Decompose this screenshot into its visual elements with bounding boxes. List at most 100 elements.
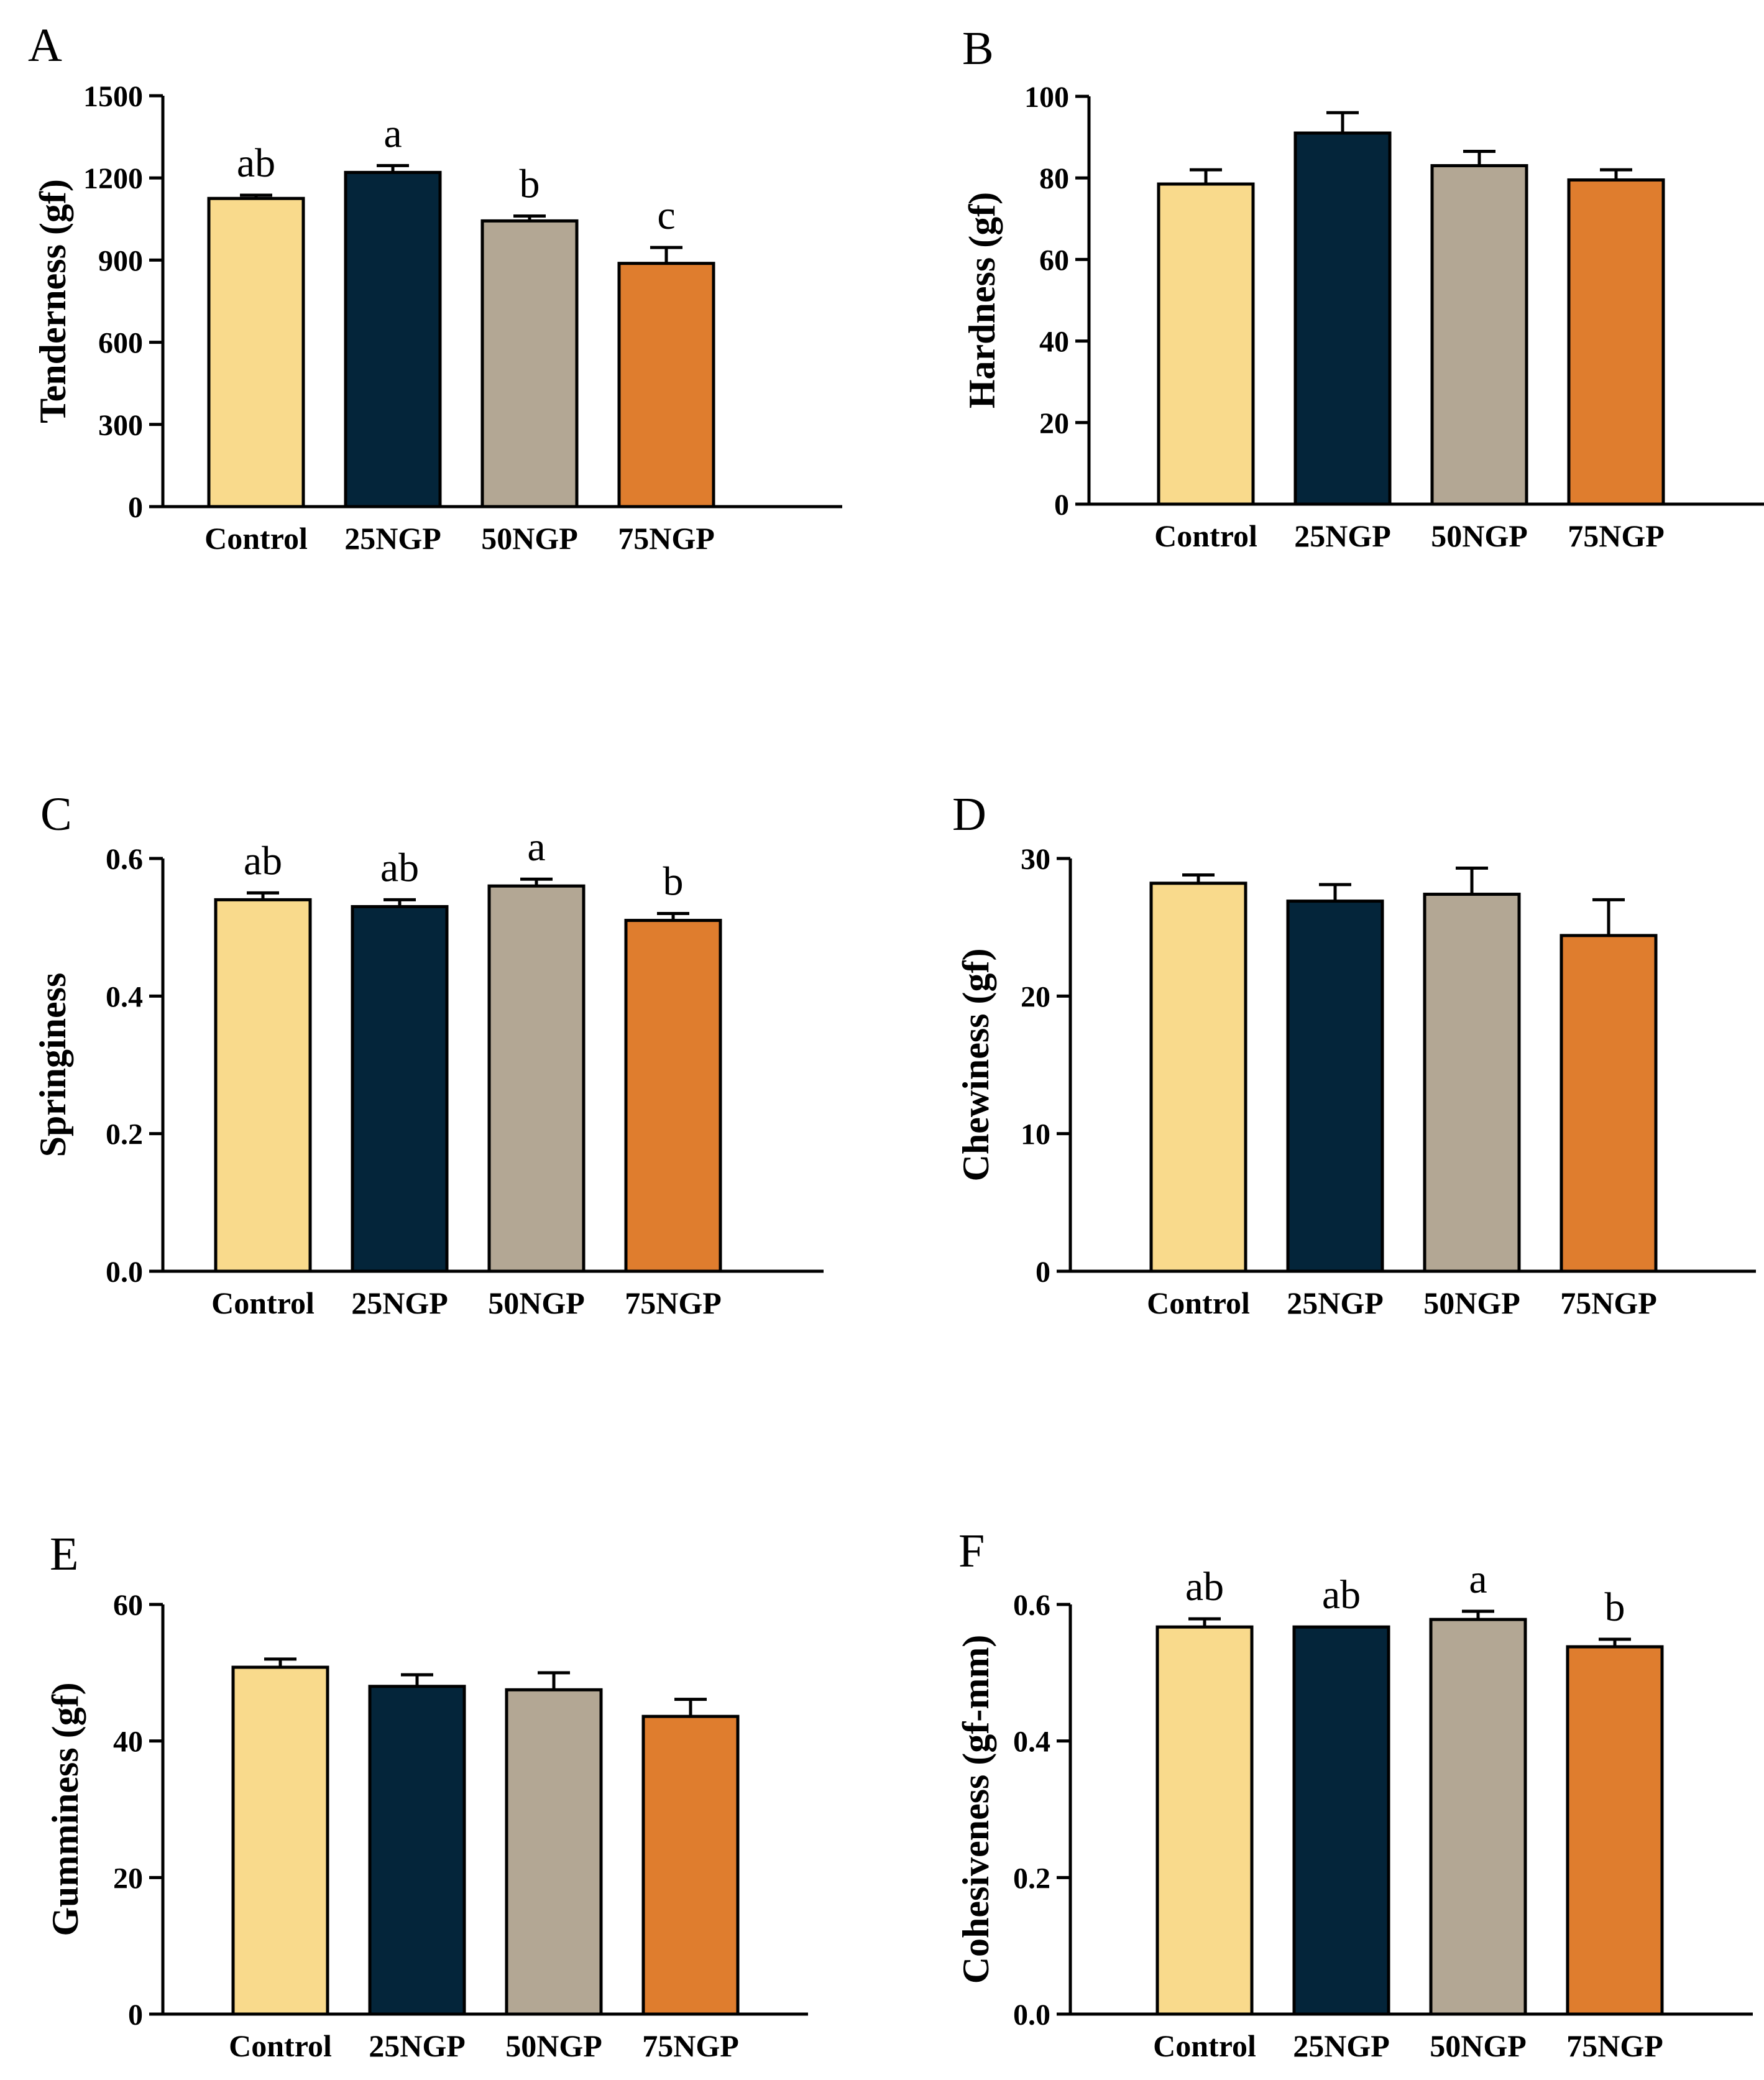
y-tick-label: 0.2 [1013, 1862, 1050, 1895]
y-tick-label: 0.2 [106, 1118, 143, 1151]
x-tick-label: 25NGP [1294, 518, 1391, 553]
x-tick-label: 50NGP [1423, 1286, 1520, 1320]
bar-control [1155, 1625, 1254, 2016]
x-tick-label: 50NGP [505, 2028, 602, 2063]
x-tick-label: 25NGP [369, 2028, 466, 2063]
bar-75ngp [1560, 934, 1658, 1273]
panel-letter: F [958, 1525, 985, 1577]
bar-control [1157, 182, 1255, 506]
y-tick-label: 1500 [83, 80, 143, 113]
y-axis-label: Hardness (gf) [962, 192, 1003, 408]
bar-75ngp [1567, 178, 1665, 506]
bar-50ngp [505, 1688, 603, 2016]
x-tick-label: 75NGP [642, 2028, 739, 2063]
significance-letter: ab [1322, 1572, 1361, 1618]
significance-letter: ab [237, 140, 275, 186]
panel-letter: A [28, 19, 62, 71]
y-tick-label: 40 [1039, 326, 1069, 359]
y-axis-label: Springiness [32, 973, 73, 1157]
x-tick-label: 75NGP [1566, 2028, 1663, 2063]
significance-letter: ab [1185, 1564, 1224, 1609]
x-tick-label: 25NGP [351, 1286, 448, 1320]
panel-f: F Cohesiveness (gf-mm) 0.0 0.2 0.4 0.6 Control… [955, 1525, 1753, 2063]
y-axis-label: Chewiness (gf) [955, 949, 996, 1182]
y-tick-label: 0.4 [1013, 1726, 1050, 1759]
y-tick-label: 40 [113, 1726, 143, 1759]
x-tick-label: 25NGP [1293, 2028, 1390, 2063]
significance-letter: a [384, 111, 402, 156]
significance-letter: b [1605, 1585, 1625, 1630]
x-tick-label: 25NGP [344, 521, 441, 556]
bar-50ngp [1430, 164, 1528, 506]
y-tick-label: 0.0 [106, 1256, 143, 1289]
bar-25ngp [351, 904, 449, 1273]
significance-letter: a [527, 824, 545, 870]
bar-control [1149, 881, 1247, 1273]
x-tick-label: 75NGP [618, 521, 715, 556]
x-tick-label: 50NGP [1431, 518, 1528, 553]
significance-letter: b [520, 161, 540, 206]
y-tick-label: 300 [98, 409, 143, 442]
bar-50ngp [1429, 1618, 1527, 2016]
significance-letter: b [663, 859, 684, 904]
y-tick-label: 0 [1054, 489, 1069, 522]
bar-25ngp [1292, 1625, 1390, 2016]
y-axis-label: Gumminess (gf) [45, 1682, 86, 1936]
y-tick-label: 0 [1036, 1256, 1050, 1289]
panel-d: D Chewiness (gf) 0 10 20 30 Control 25NGP 50NGP 7… [952, 788, 1756, 1320]
panel-a: A Tenderness (gf) 0 300 600 900 1200 1500 Contro… [28, 19, 842, 556]
y-tick-label: 0.6 [106, 843, 143, 876]
y-tick-label: 0.4 [106, 980, 143, 1013]
y-tick-label: 60 [113, 1589, 143, 1622]
x-tick-label: 25NGP [1287, 1286, 1384, 1320]
bar-25ngp [368, 1685, 466, 2016]
panel-letter: B [962, 22, 994, 75]
bar-50ngp [487, 884, 586, 1273]
y-tick-label: 0 [128, 1999, 143, 2032]
panel-letter: C [40, 788, 72, 840]
bar-25ngp [344, 170, 442, 508]
x-tick-label: 50NGP [481, 521, 578, 556]
bar-75ngp [641, 1714, 740, 2016]
bar-25ngp [1286, 900, 1384, 1273]
y-tick-label: 30 [1021, 843, 1050, 876]
significance-letter: a [1469, 1557, 1487, 1602]
y-tick-label: 0.6 [1013, 1589, 1050, 1622]
x-tick-label: Control [1147, 1286, 1250, 1320]
y-axis-label: Tenderness (gf) [32, 179, 73, 423]
y-axis-label: Cohesiveness (gf-mm) [955, 1635, 996, 1984]
x-tick-label: 75NGP [1568, 518, 1665, 553]
bar-75ngp [624, 919, 722, 1273]
y-tick-label: 20 [1039, 407, 1069, 440]
y-tick-label: 80 [1039, 162, 1069, 195]
panel-e: E Gumminess (gf) 0 20 40 60 Control 25NGP 50NGP 7… [45, 1528, 808, 2063]
panel-letter: D [952, 788, 986, 840]
y-tick-label: 600 [98, 327, 143, 360]
x-tick-label: Control [1153, 2028, 1256, 2063]
y-tick-label: 900 [98, 244, 143, 277]
y-tick-label: 10 [1021, 1118, 1050, 1151]
panel-letter: E [50, 1528, 78, 1580]
bar-50ngp [1423, 893, 1521, 1273]
x-tick-label: 50NGP [488, 1286, 585, 1320]
panel-b: B Hardness (gf) 0 20 40 60 80 100 Control 25NGP 50… [962, 22, 1764, 553]
x-tick-label: Control [211, 1286, 315, 1320]
panel-c: CSpringiness0.00.20.40.6Controlab25NGPab… [32, 788, 824, 1320]
x-tick-label: Control [229, 2028, 332, 2063]
bar-50ngp [480, 219, 579, 508]
bar-75ngp [617, 262, 715, 508]
x-tick-label: 75NGP [1560, 1286, 1657, 1320]
y-tick-label: 1200 [83, 162, 143, 195]
y-tick-label: 100 [1024, 81, 1069, 114]
y-tick-label: 20 [1021, 980, 1050, 1013]
significance-letter: ab [380, 845, 419, 890]
x-tick-label: Control [204, 521, 308, 556]
y-tick-label: 0 [128, 491, 143, 524]
bar-75ngp [1566, 1645, 1664, 2016]
y-tick-label: 20 [113, 1862, 143, 1895]
bar-25ngp [1293, 131, 1392, 506]
bar-control [231, 1665, 329, 2016]
x-tick-label: Control [1154, 518, 1257, 553]
x-tick-label: 75NGP [625, 1286, 722, 1320]
